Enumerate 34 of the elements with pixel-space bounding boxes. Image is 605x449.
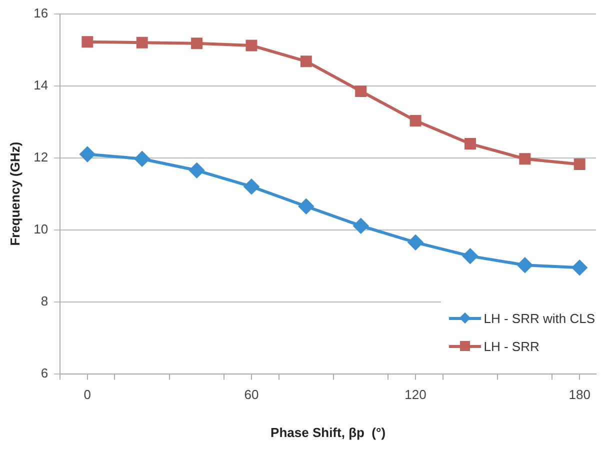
point [82,36,94,48]
x-tick-label: 0 [84,387,92,402]
point [136,36,148,48]
point [355,85,367,97]
legend-label: LH - SRR with CLS [484,310,595,326]
point [408,234,424,250]
y-tick-label: 10 [34,221,48,236]
x-tick-label: 180 [568,387,590,402]
point [464,138,476,150]
y-tick-label: 12 [34,149,48,164]
point [80,146,95,162]
legend-label: LH - SRR [484,338,540,354]
y-tick-label: 16 [34,5,48,20]
point [574,158,586,170]
x-tick-label: 120 [404,387,426,402]
point [300,56,312,68]
point [517,258,532,273]
point [191,38,203,50]
point [410,114,422,126]
y-tick-label: 8 [40,293,48,308]
x-tick-label: 60 [244,387,259,402]
point [519,153,531,165]
point [353,218,368,234]
point [134,151,150,166]
x-axis-title: Phase Shift, βp (°) [270,424,386,440]
point [462,248,478,264]
point [189,162,204,178]
point [246,40,258,52]
y-axis-title: Frequency (GHz) [7,142,22,246]
y-tick-label: 14 [34,77,48,92]
point [572,260,588,276]
y-tick-label: 6 [40,365,48,380]
point [298,198,314,214]
point [244,179,259,194]
